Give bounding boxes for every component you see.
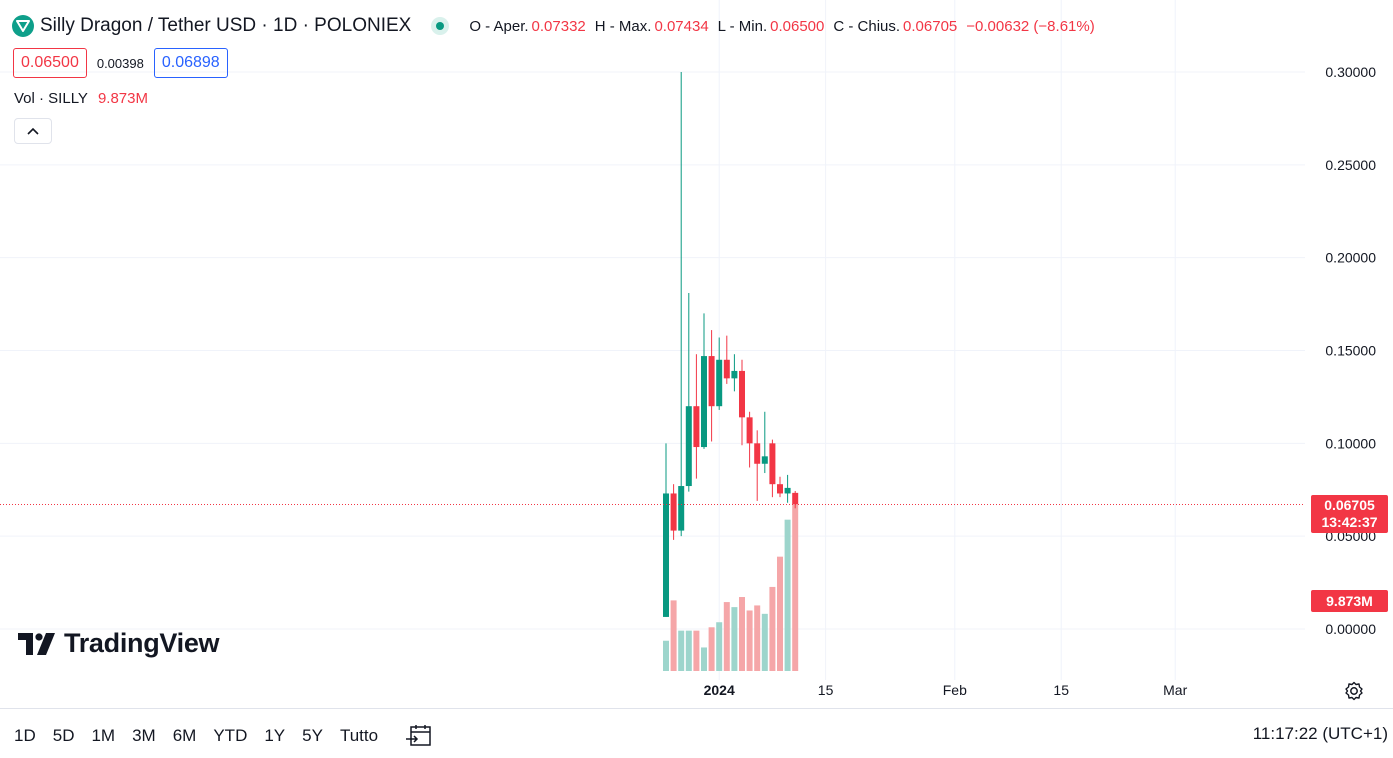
volume-bar (701, 647, 707, 671)
last-price-label: 0.06705 13:42:37 (1311, 494, 1388, 533)
bottom-toolbar: 1D 5D 1M 3M 6M YTD 1Y 5Y Tutto 11:17:22 … (0, 708, 1393, 758)
volume-legend[interactable]: Vol · SILLY 9.873M (14, 90, 148, 107)
chart-header: Silly Dragon / Tether USD · 1D · POLONIE… (12, 12, 1104, 40)
tradingview-logo[interactable]: TradingView (18, 628, 220, 659)
volume-legend-value: 9.873M (97, 90, 148, 107)
volume-bar (784, 519, 791, 671)
time-tick-label: Feb (943, 682, 967, 698)
volume-bar (693, 630, 700, 671)
volume-legend-label: Vol · SILLY (14, 90, 88, 107)
range-1m-button[interactable]: 1M (91, 726, 116, 745)
silly-dragon-coin-icon (12, 15, 34, 37)
last-price-value: 0.06705 (1324, 496, 1375, 513)
chart-grid (0, 0, 1305, 680)
candle-body (716, 359, 723, 407)
candle-body (761, 456, 768, 464)
range-1d-button[interactable]: 1D (14, 726, 36, 745)
range-1y-button[interactable]: 1Y (264, 726, 286, 745)
candle-body (746, 417, 753, 444)
tradingview-logo-icon (18, 632, 55, 655)
price-candles (663, 72, 799, 617)
price-tick-label: 0.25000 (1325, 157, 1376, 173)
volume-bar (723, 602, 730, 671)
volume-bar (716, 622, 723, 671)
bid-ask-quote: 0.06500 0.00398 0.06898 (13, 48, 228, 78)
timezone-clock[interactable]: 11:17:22 (UTC+1) (1252, 724, 1388, 743)
time-tick-label: 15 (1053, 682, 1069, 698)
price-tick-label: 0.30000 (1325, 64, 1376, 80)
time-tick-label: 15 (818, 682, 834, 698)
volume-bar (777, 556, 783, 671)
candle-body (701, 356, 707, 448)
candle-body (739, 370, 745, 418)
close-key: C - Chius. (833, 17, 901, 35)
candle-body (708, 356, 715, 407)
range-all-button[interactable]: Tutto (339, 726, 379, 745)
volume-bar (685, 630, 692, 671)
candle-body (678, 486, 685, 531)
volume-bar (769, 586, 776, 671)
volume-bar (761, 613, 768, 671)
low-key: L - Min. (717, 17, 768, 35)
candle-body (777, 484, 783, 494)
price-tick-label: 0.00000 (1325, 621, 1376, 637)
open-value: 0.07332 (531, 17, 586, 35)
price-tick-label: 0.20000 (1325, 250, 1376, 266)
date-range-selector: 1D 5D 1M 3M 6M YTD 1Y 5Y Tutto (14, 724, 433, 748)
volume-bar (708, 627, 715, 671)
volume-bar (754, 605, 761, 671)
candle-body (723, 359, 730, 379)
volume-bar (731, 607, 738, 671)
volume-bar (663, 640, 669, 671)
range-5y-button[interactable]: 5Y (302, 726, 323, 745)
candle-body (769, 443, 776, 485)
candle-body (693, 406, 700, 448)
volume-bar (670, 600, 677, 671)
sell-button[interactable]: 0.06500 (13, 48, 87, 78)
symbol-title[interactable]: Silly Dragon / Tether USD · 1D · POLONIE… (40, 15, 412, 36)
range-6m-button[interactable]: 6M (172, 726, 197, 745)
bar-countdown: 13:42:37 (1321, 513, 1378, 530)
candle-body (663, 493, 669, 617)
volume-bars (663, 505, 799, 671)
high-value: 0.07434 (654, 17, 709, 35)
open-key: O - Aper. (469, 17, 529, 35)
buy-button[interactable]: 0.06898 (153, 48, 228, 78)
volume-bar (678, 630, 685, 671)
time-axis: 2024 15 Feb 15 Mar (704, 682, 1188, 698)
time-tick-label: Mar (1163, 682, 1187, 698)
price-tick-label: 0.15000 (1325, 343, 1376, 359)
change-value: −0.00632 (−8.61%) (966, 17, 1095, 35)
low-value: 0.06500 (770, 17, 825, 35)
high-key: H - Max. (594, 17, 652, 35)
collapse-chevron-up-icon (27, 127, 39, 135)
calendar-goto-date-icon[interactable] (405, 724, 433, 748)
candle-body (731, 370, 738, 379)
candle-body (685, 406, 692, 487)
range-3m-button[interactable]: 3M (132, 726, 156, 745)
volume-bar (746, 610, 753, 671)
price-tick-label: 0.10000 (1325, 435, 1376, 451)
price-axis: 0.300000.250000.200000.150000.100000.050… (1325, 64, 1376, 637)
candle-body (754, 443, 761, 464)
volume-bar (739, 597, 745, 671)
spread-value: 0.00398 (96, 55, 144, 71)
candle-body (670, 493, 677, 531)
ohlc-values: O - Aper. 0.07332 H - Max. 0.07434 L - M… (469, 18, 1103, 35)
candlestick-chart[interactable]: 0.300000.250000.200000.150000.100000.050… (0, 0, 1393, 708)
settings-gear-icon[interactable] (1343, 680, 1365, 702)
range-5d-button[interactable]: 5D (52, 726, 75, 745)
collapse-legend-button[interactable] (14, 118, 52, 144)
volume-bar (792, 505, 799, 671)
market-open-status-icon[interactable] (431, 17, 450, 35)
range-ytd-button[interactable]: YTD (213, 726, 248, 745)
last-volume-label: 9.873M (1311, 590, 1388, 612)
tradingview-wordmark: TradingView (64, 628, 220, 658)
close-value: 0.06705 (903, 17, 958, 35)
candle-body (792, 492, 799, 505)
candle-body (784, 487, 791, 494)
time-tick-label: 2024 (704, 682, 735, 698)
